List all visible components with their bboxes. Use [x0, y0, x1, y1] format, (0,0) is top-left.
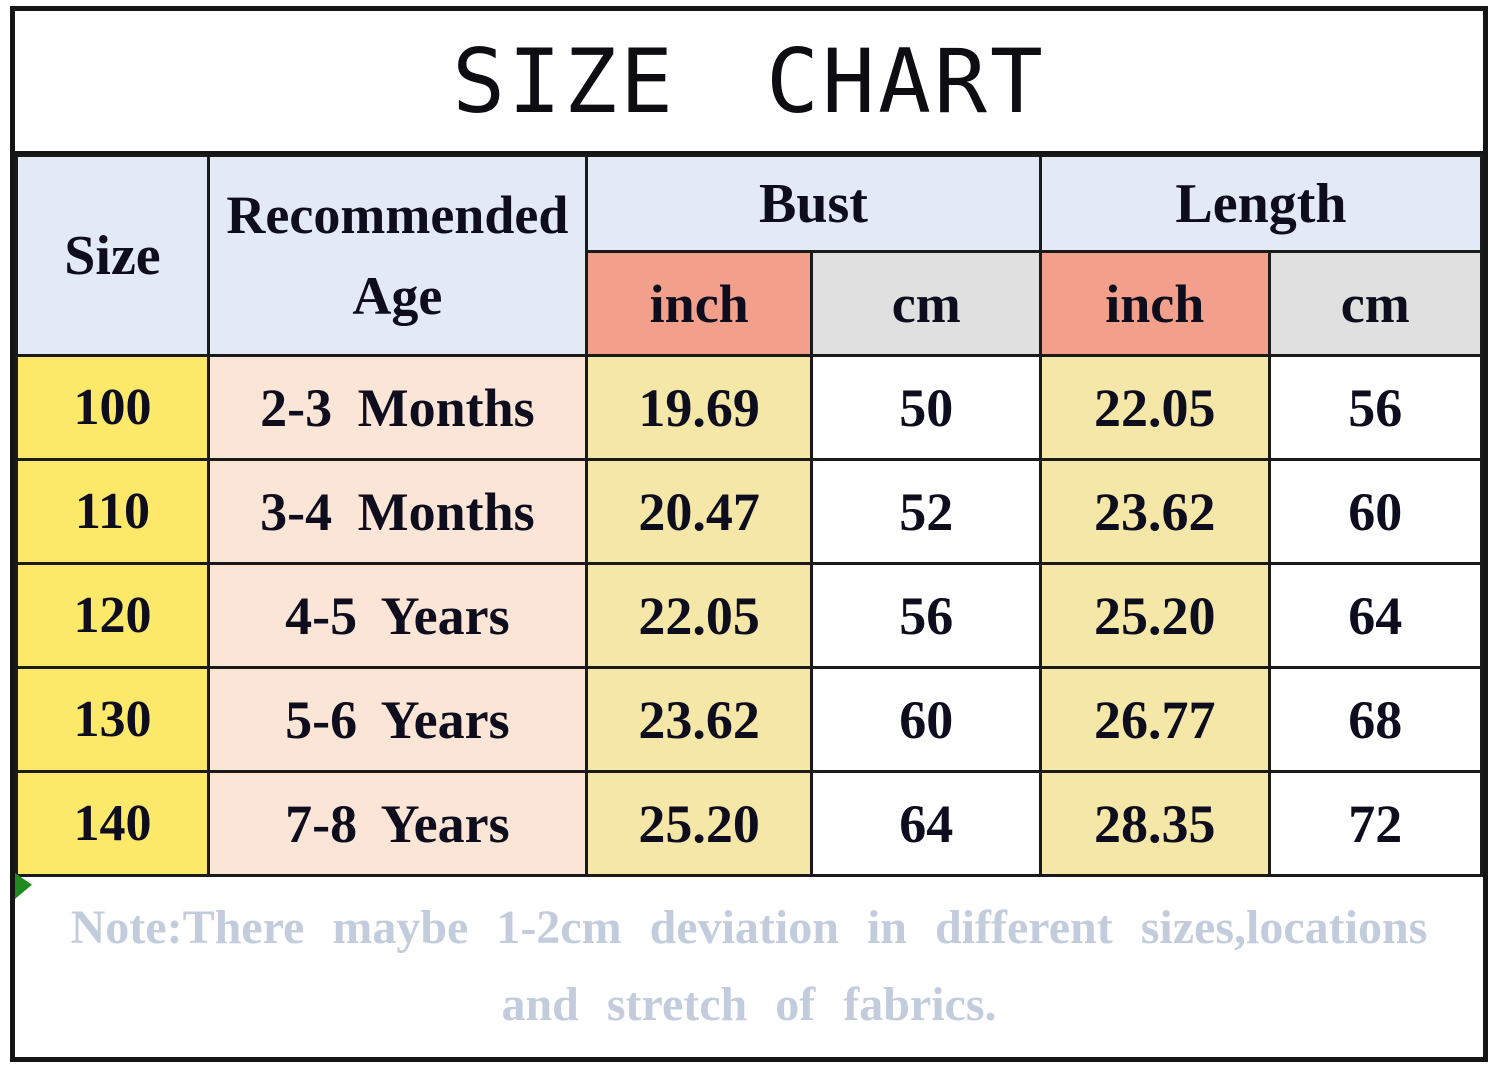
table-row: 120 4-5 Years 22.05 56 25.20 64: [15, 562, 1484, 669]
size-cell: 130: [15, 666, 210, 773]
length-inch-cell: 23.62: [1039, 458, 1271, 565]
note-text-line2: and stretch of fabrics.: [501, 978, 997, 1031]
bust-cm-cell: 64: [810, 770, 1043, 877]
note-text-line1: Note:There maybe 1-2cm deviation in diff…: [70, 901, 1428, 955]
length-cm-cell: 72: [1267, 770, 1484, 877]
size-cell: 140: [15, 770, 210, 877]
table-row: 130 5-6 Years 23.62 60 26.77 68: [15, 666, 1484, 773]
size-cell: 120: [15, 562, 210, 669]
age-cell: 7-8 Years: [206, 770, 588, 877]
table-row: 110 3-4 Months 20.47 52 23.62 60: [15, 458, 1484, 565]
bust-inch-cell: 19.69: [584, 354, 814, 461]
age-cell: 3-4 Months: [206, 458, 588, 565]
size-chart-panel: SIZE CHART Size Recommended Age Bust Len…: [10, 6, 1488, 1062]
bust-inch-cell: 20.47: [584, 458, 814, 565]
bust-cm-cell: 50: [810, 354, 1043, 461]
bust-cm-cell: 60: [810, 666, 1043, 773]
subheader-length-cm: cm: [1267, 250, 1484, 357]
bust-cm-cell: 56: [810, 562, 1043, 669]
bust-cm-cell: 52: [810, 458, 1043, 565]
length-inch-cell: 25.20: [1039, 562, 1271, 669]
length-cm-cell: 60: [1267, 458, 1484, 565]
subheader-length-inch: inch: [1039, 250, 1271, 357]
age-cell: 4-5 Years: [206, 562, 588, 669]
column-group-length: Length: [1039, 154, 1483, 253]
bust-inch-cell: 22.05: [584, 562, 814, 669]
title-row: SIZE CHART: [15, 11, 1483, 154]
length-inch-cell: 26.77: [1039, 666, 1271, 773]
note-footer: Note:There maybe 1-2cm deviation in diff…: [15, 873, 1483, 1057]
table-row: 100 2-3 Months 19.69 50 22.05 56: [15, 354, 1484, 461]
length-inch-cell: 22.05: [1039, 354, 1271, 461]
length-inch-cell: 28.35: [1039, 770, 1271, 877]
page-title: SIZE CHART: [452, 29, 1046, 133]
recommended-label: Recommended: [226, 184, 569, 245]
length-cm-cell: 64: [1267, 562, 1484, 669]
length-cm-cell: 68: [1267, 666, 1484, 773]
age-cell: 5-6 Years: [206, 666, 588, 773]
bust-inch-cell: 23.62: [584, 666, 814, 773]
column-group-bust: Bust: [584, 154, 1043, 253]
size-cell: 100: [15, 354, 210, 461]
size-cell: 110: [15, 458, 210, 565]
green-corner-marker-icon: [15, 873, 32, 899]
length-cm-cell: 56: [1267, 354, 1484, 461]
size-chart-table: Size Recommended Age Bust Length inch cm…: [15, 154, 1484, 877]
bust-inch-cell: 25.20: [584, 770, 814, 877]
age-cell: 2-3 Months: [206, 354, 588, 461]
table-row: 140 7-8 Years 25.20 64 28.35 72: [15, 770, 1484, 877]
age-label: Age: [352, 265, 443, 326]
column-header-recommended-age: Recommended Age: [206, 154, 588, 357]
subheader-bust-cm: cm: [810, 250, 1043, 357]
subheader-bust-inch: inch: [584, 250, 814, 357]
column-header-size: Size: [15, 154, 210, 357]
